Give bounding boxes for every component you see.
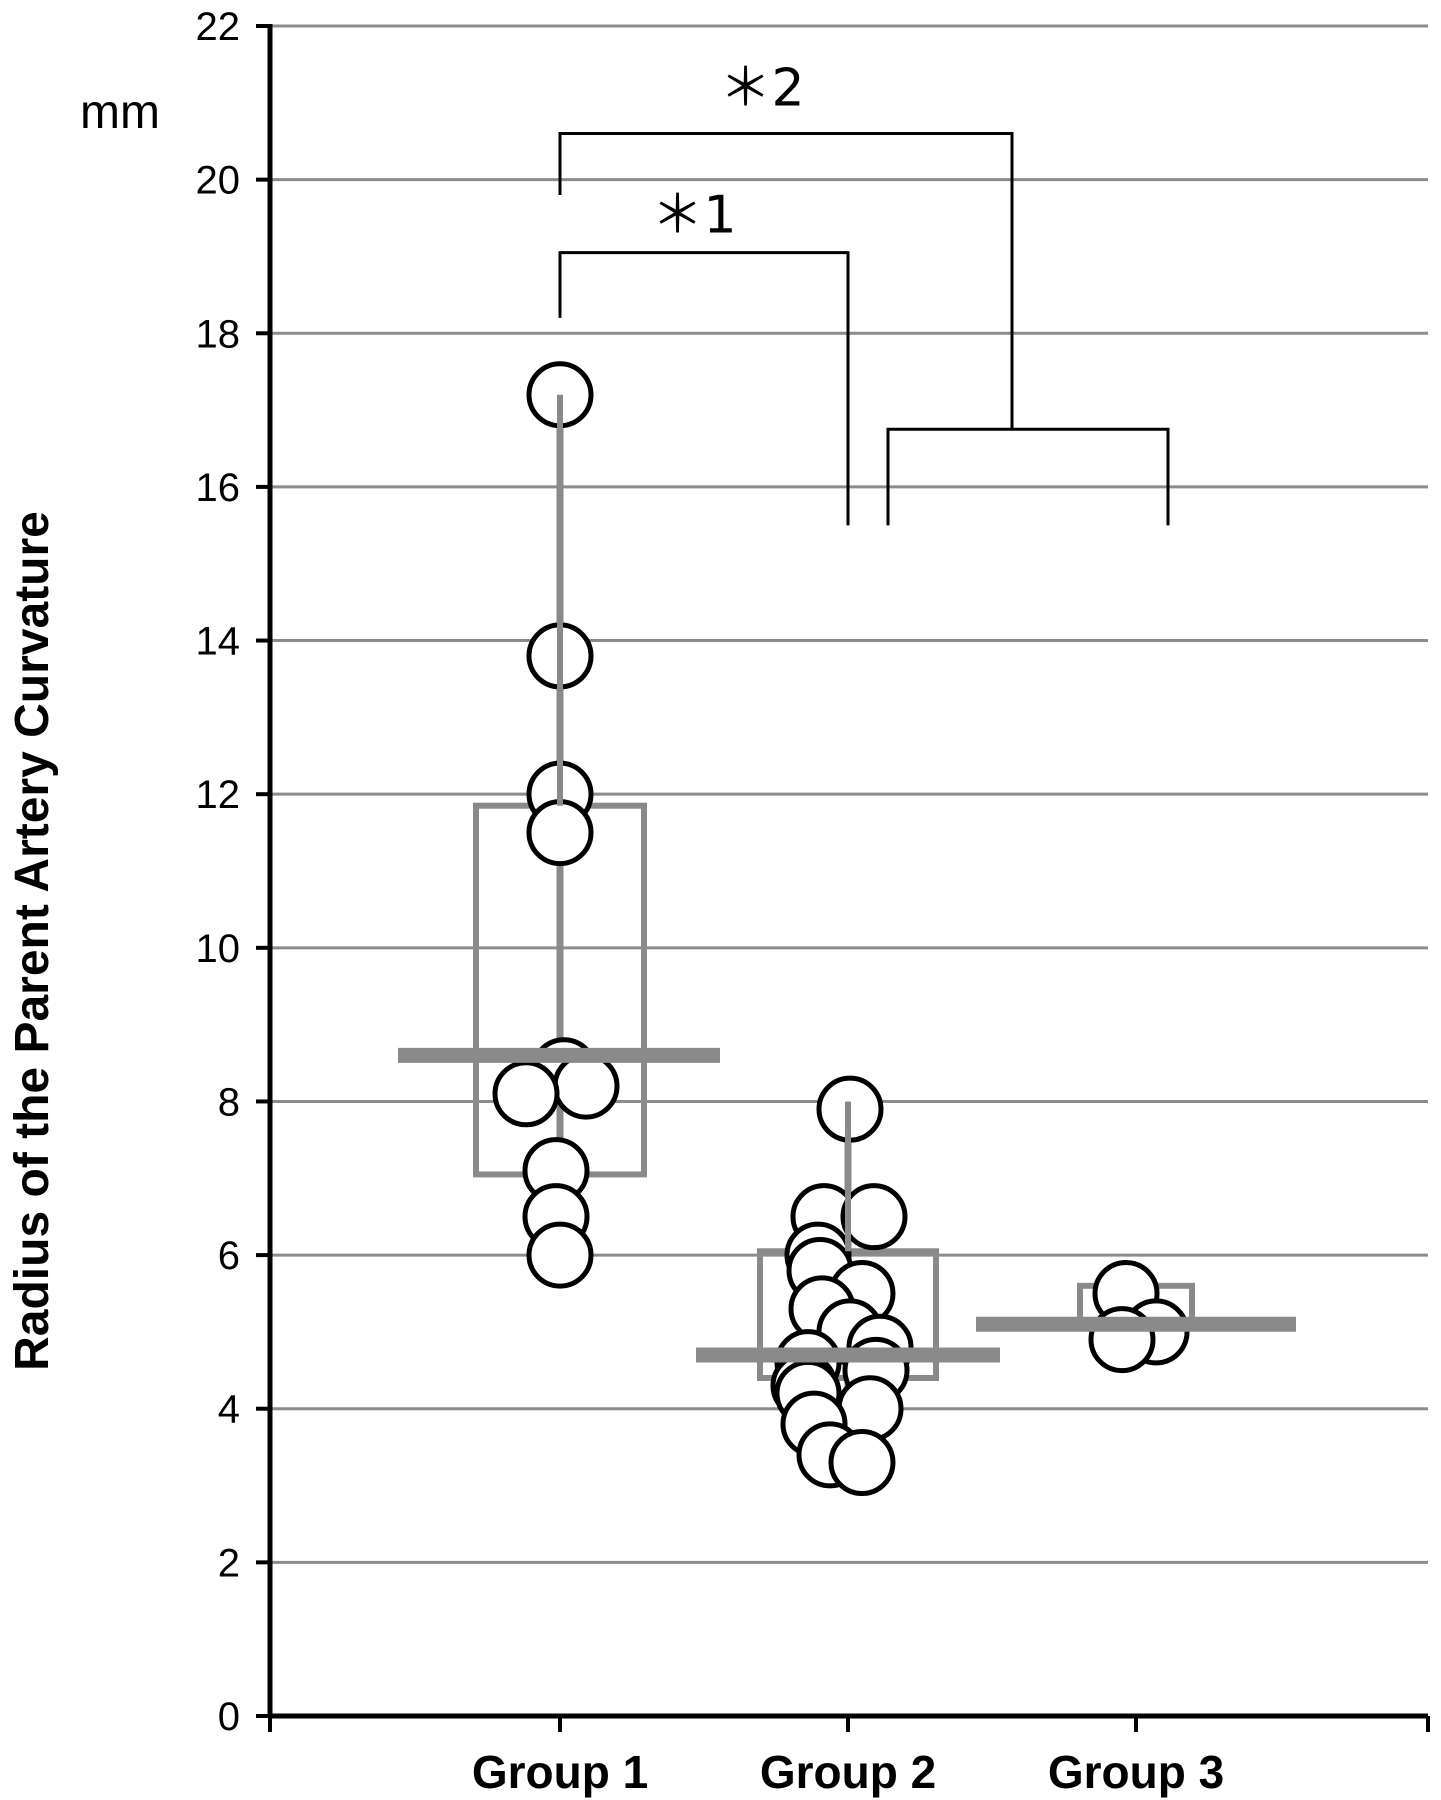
y-tick-label: 16 xyxy=(196,466,241,510)
y-tick-label: 22 xyxy=(196,5,241,49)
y-tick-label: 0 xyxy=(218,1695,240,1739)
y-axis-label: Radius of the Parent Artery Curvature xyxy=(6,511,59,1371)
significance-label-2: ＊2 xyxy=(719,59,804,119)
y-tick-label: 8 xyxy=(218,1080,240,1124)
significance-bracket-2 xyxy=(558,132,1014,430)
x-category-label: Group 1 xyxy=(472,1746,648,1798)
data-point xyxy=(840,1183,908,1251)
x-category-label: Group 2 xyxy=(760,1746,936,1798)
y-tick-label: 18 xyxy=(196,312,241,356)
y-tick-label: 2 xyxy=(218,1541,240,1585)
x-category-label: Group 3 xyxy=(1048,1746,1224,1798)
data-point xyxy=(526,1221,594,1289)
y-tick-label: 20 xyxy=(196,159,241,203)
data-point xyxy=(552,1052,620,1120)
significance-bracket-1 xyxy=(558,251,850,526)
significance-label-1: ＊1 xyxy=(651,186,736,246)
y-axis-unit: mm xyxy=(80,86,160,139)
y-tick-label: 12 xyxy=(196,773,241,817)
y-tick-label: 14 xyxy=(196,620,241,664)
data-point xyxy=(526,799,594,867)
y-tick-label: 6 xyxy=(218,1234,240,1278)
significance-subbracket-2 xyxy=(886,427,1170,526)
data-point xyxy=(828,1429,896,1496)
y-tick-label: 10 xyxy=(196,927,241,971)
data-point xyxy=(492,1060,560,1128)
y-tick-label: 4 xyxy=(218,1388,240,1432)
